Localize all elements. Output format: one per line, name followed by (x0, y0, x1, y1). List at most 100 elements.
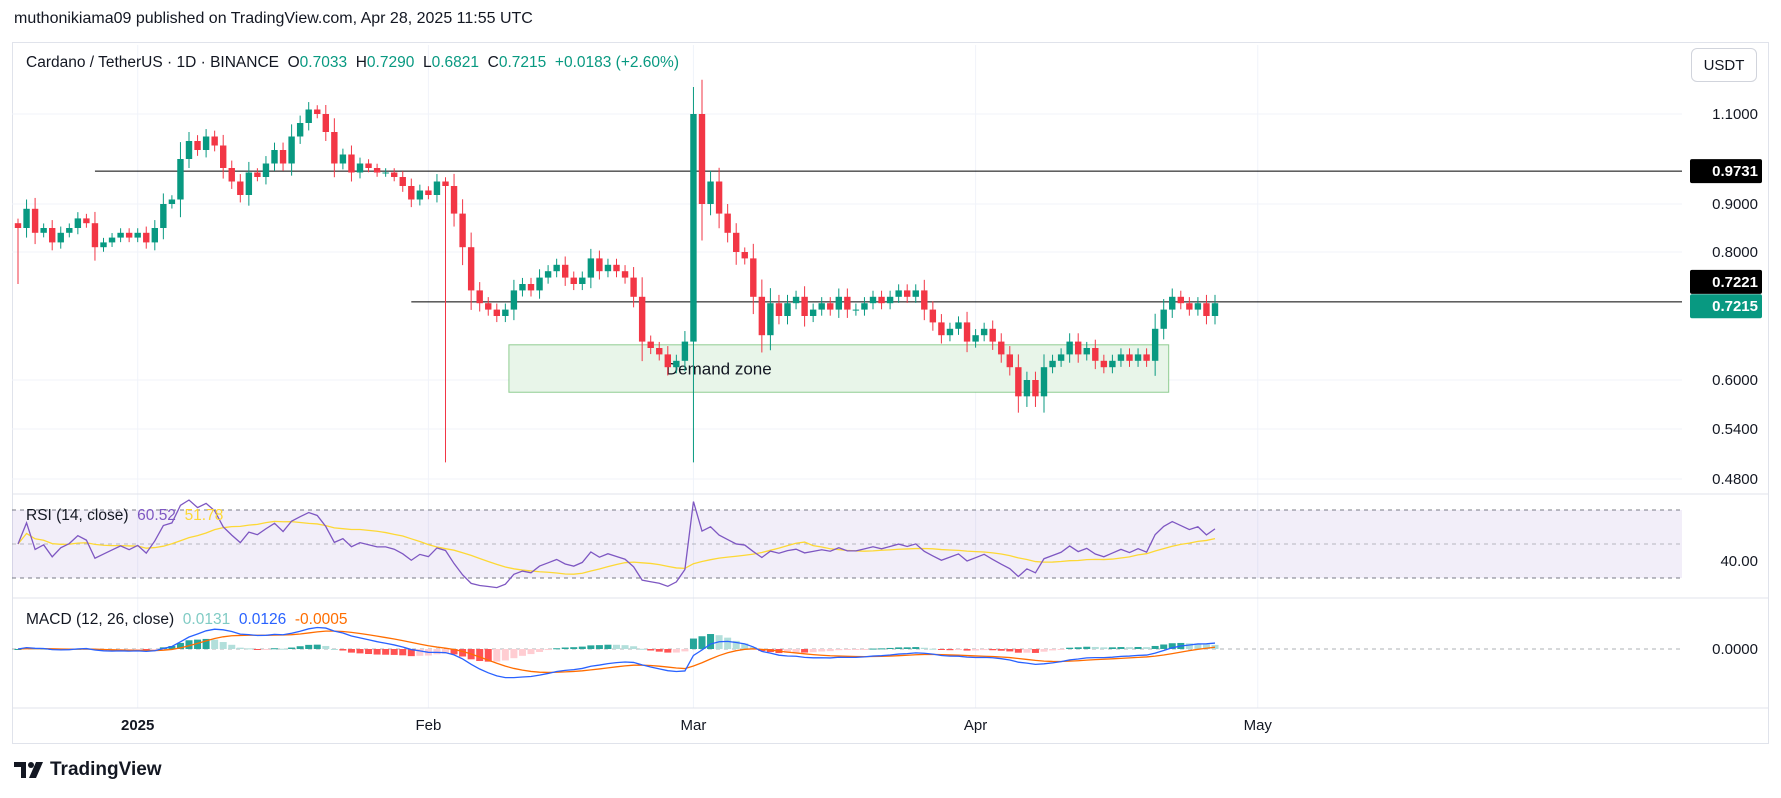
chart-frame[interactable] (12, 42, 1769, 744)
macd-histogram-bar (835, 649, 843, 651)
candle-body (587, 258, 595, 278)
candle-body (331, 132, 338, 164)
candle-body (784, 303, 791, 316)
candle-body (638, 296, 646, 342)
macd-histogram-bar (980, 649, 988, 651)
date-tick-label: Mar (681, 717, 707, 734)
macd-histogram-bar (194, 639, 202, 649)
candle-body (758, 296, 766, 336)
candle-body (237, 181, 244, 195)
macd-value: 0.0126 (238, 611, 287, 628)
candle-body (143, 232, 150, 243)
candle-body (66, 228, 73, 233)
support-tag: 0.7221 (1712, 274, 1758, 291)
candle-body (681, 341, 689, 361)
candle-body (664, 354, 671, 368)
candle-body (476, 290, 483, 304)
high-label: H (355, 54, 367, 71)
macd-histogram-bar (1083, 646, 1091, 649)
candle-body (305, 109, 312, 123)
macd-histogram-bar (168, 646, 176, 649)
candle-body (938, 322, 945, 336)
candle-body (433, 181, 441, 195)
macd-histogram-bar (955, 649, 962, 651)
macd-histogram-bar (758, 649, 766, 652)
macd-histogram-bar (1031, 649, 1039, 653)
tradingview-logo[interactable]: TradingView (14, 759, 162, 781)
last-price-tag-bg (1690, 294, 1762, 319)
macd-histogram-bar (296, 646, 304, 649)
candle-body (1023, 380, 1031, 397)
candle-body (262, 163, 270, 177)
macd-histogram-bar (125, 649, 133, 650)
candle-body (715, 181, 723, 214)
candle-body (271, 150, 278, 164)
macd-histogram-bar (493, 649, 501, 662)
macd-hist-value: 0.0131 (182, 611, 231, 628)
macd-histogram-bar (476, 649, 484, 662)
macd-histogram-bar (382, 649, 390, 655)
candle-body (630, 277, 637, 297)
macd-histogram-bar (1006, 649, 1014, 652)
macd-histogram-bar (450, 649, 458, 655)
price-tick-label: 0.5400 (1712, 421, 1758, 438)
macd-histogram-bar (313, 644, 321, 649)
candle-body (1092, 348, 1099, 361)
macd-histogram-bar (638, 648, 646, 650)
candle-body (553, 264, 560, 272)
macd-histogram-bar (843, 649, 851, 651)
open-label: O (287, 54, 300, 71)
macd-histogram-bar (390, 649, 398, 655)
candle-body (391, 172, 398, 177)
candle-body (895, 290, 902, 297)
candle-body (844, 296, 851, 310)
resistance-tag: 0.9731 (1712, 163, 1758, 180)
candle-body (656, 348, 663, 355)
candle-body (1075, 341, 1082, 355)
macd-histogram-bar (262, 649, 270, 650)
candle-body (493, 309, 500, 316)
candle-body (1126, 354, 1133, 361)
macd-histogram-bar (14, 649, 22, 650)
macd-histogram-bar (1100, 647, 1108, 649)
last-price-tag: 0.7215 (1712, 298, 1758, 315)
macd-line (17, 626, 1216, 679)
macd-histogram-bar (613, 644, 620, 649)
candle-body (852, 309, 860, 311)
macd-histogram-bar (895, 647, 903, 649)
candle-body (519, 284, 526, 291)
tradingview-brand: TradingView (50, 759, 162, 780)
candle-body (510, 290, 518, 310)
macd-histogram-bar (134, 649, 142, 650)
macd-histogram-bar (732, 640, 740, 649)
demand-zone-box (508, 344, 1170, 393)
macd-name: MACD (12, 26, close) (26, 611, 175, 628)
low-value: 0.6821 (431, 54, 480, 71)
candle-body (904, 290, 911, 297)
macd-histogram-bar (271, 648, 278, 650)
candle-body (459, 213, 466, 248)
candle-body (57, 232, 64, 243)
candle-body (775, 303, 783, 316)
macd-histogram-bar (245, 648, 253, 650)
macd-histogram-bar (920, 647, 928, 649)
candle-body (1160, 309, 1167, 329)
demand-zone-label: Demand zone (666, 360, 772, 379)
macd-histogram-bar (40, 648, 48, 650)
macd-histogram-bar (869, 648, 877, 650)
candle-body (1117, 354, 1125, 361)
macd-histogram-bar (433, 649, 441, 655)
currency-button[interactable]: USDT (1691, 48, 1757, 82)
candle-body (23, 208, 30, 228)
candle-body (955, 322, 962, 329)
macd-histogram-bar (801, 649, 809, 653)
macd-histogram-bar (501, 649, 509, 661)
macd-histogram-bar (818, 649, 826, 652)
macd-histogram-bar (604, 644, 612, 649)
candle-body (74, 218, 82, 228)
horizontal-lines (94, 170, 1682, 303)
candle-body (767, 303, 774, 336)
candle-body (382, 172, 389, 174)
candle-body (254, 172, 261, 177)
